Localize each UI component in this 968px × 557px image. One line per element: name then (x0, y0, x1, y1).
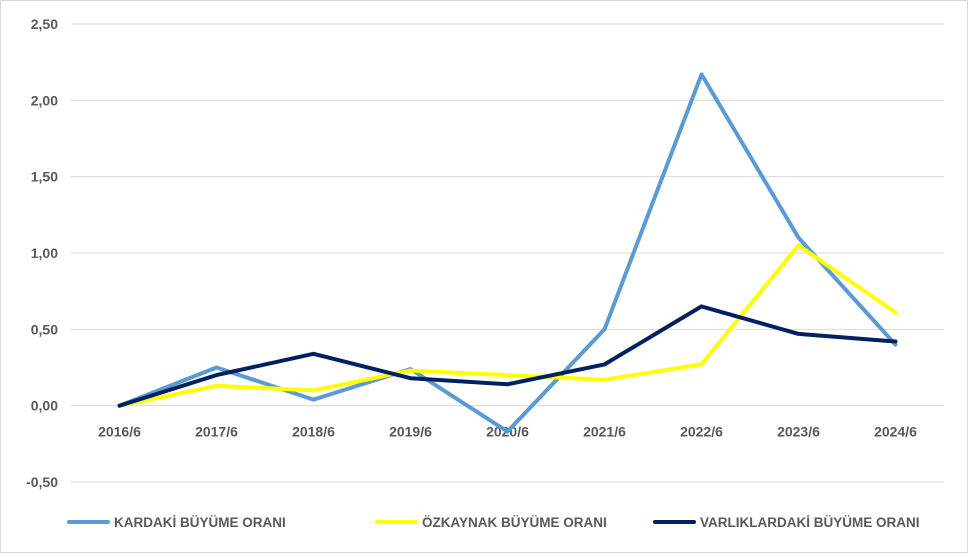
x-tick-label: 2016/6 (98, 424, 141, 440)
series-line-2 (120, 245, 896, 405)
y-tick-label: 2,50 (31, 16, 58, 32)
series-line-3 (120, 306, 896, 405)
y-tick-label: 2,00 (31, 92, 58, 108)
y-tick-label: 1,50 (31, 169, 58, 185)
x-tick-label: 2023/6 (777, 424, 820, 440)
y-axis-ticks: -0,50 0,00 0,50 1,00 1,50 2,00 2,50 (26, 16, 58, 490)
y-tick-label: 0,50 (31, 321, 58, 337)
legend-label: KARDAKİ BÜYÜME ORANI (114, 515, 286, 530)
legend-label: VARLIKLARDAKİ BÜYÜME ORANI (700, 515, 920, 530)
y-tick-label: 1,00 (31, 245, 58, 261)
x-tick-label: 2024/6 (874, 424, 917, 440)
x-tick-label: 2021/6 (583, 424, 626, 440)
legend-label: ÖZKAYNAK BÜYÜME ORANI (422, 515, 607, 530)
legend: KARDAKİ BÜYÜME ORANI ÖZKAYNAK BÜYÜME ORAN… (69, 515, 920, 530)
x-tick-label: 2018/6 (292, 424, 335, 440)
y-tick-label: -0,50 (26, 474, 58, 490)
x-tick-label: 2022/6 (680, 424, 723, 440)
x-tick-label: 2017/6 (195, 424, 238, 440)
x-tick-label: 2019/6 (389, 424, 432, 440)
y-tick-label: 0,00 (31, 398, 58, 414)
